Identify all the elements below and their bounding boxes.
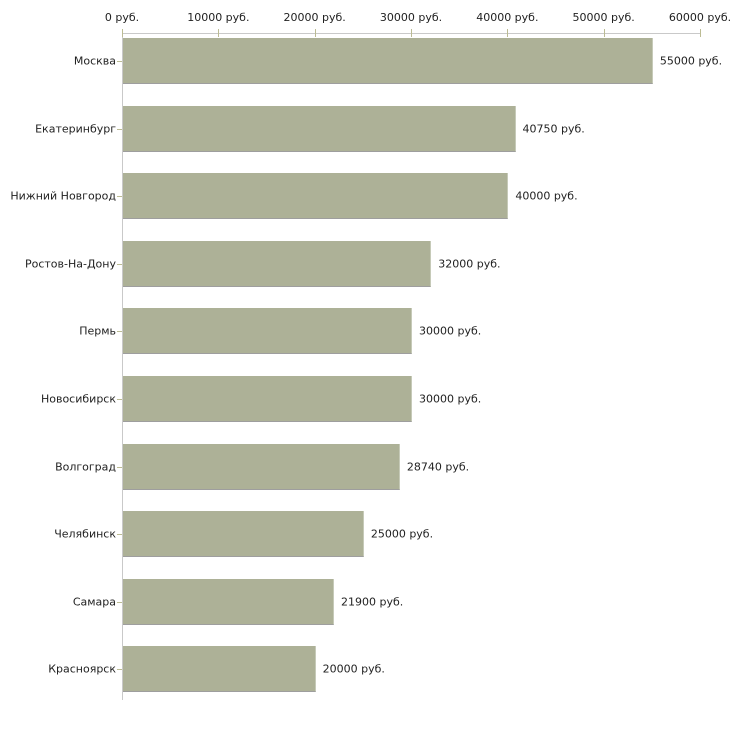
bar <box>123 511 364 558</box>
category-label: Новосибирск <box>40 392 116 406</box>
x-axis-tick-mark <box>122 29 123 37</box>
bar <box>123 105 516 152</box>
value-label: 40000 руб. <box>515 189 578 203</box>
x-axis-tick-label: 50000 руб. <box>572 11 635 24</box>
value-label: 25000 руб. <box>370 527 434 541</box>
y-axis-tick-mark <box>117 399 122 400</box>
x-axis-tick-mark <box>411 29 412 37</box>
y-axis-tick-mark <box>117 534 122 536</box>
x-axis-tick-label: 40000 руб. <box>476 11 539 24</box>
bar <box>123 173 509 220</box>
category-label: Волгоград <box>55 460 116 474</box>
bar <box>123 578 334 625</box>
x-axis-tick-label: 60000 руб. <box>668 11 730 24</box>
category-label: Пермь <box>79 324 116 338</box>
value-label: 21900 руб. <box>340 595 404 609</box>
y-axis-tick-mark <box>117 263 122 265</box>
y-axis-tick-mark <box>117 61 122 62</box>
category-label: Ростов-На-Дону <box>24 257 116 271</box>
category-label: Нижний Новгород <box>10 189 116 203</box>
value-label: 30000 руб. <box>419 392 482 406</box>
bar <box>123 646 316 693</box>
y-axis-tick-mark <box>117 669 122 671</box>
category-label: Москва <box>73 54 116 68</box>
value-label: 40750 руб. <box>522 122 585 136</box>
x-axis-tick-mark <box>314 29 316 37</box>
value-label: 20000 руб. <box>322 662 385 676</box>
bar <box>123 308 412 355</box>
bar <box>123 240 432 287</box>
x-axis-tick-label: 10000 руб. <box>187 11 250 24</box>
bar <box>123 443 400 490</box>
bar <box>123 38 653 84</box>
y-axis-tick-mark <box>117 601 122 603</box>
value-label: 55000 руб. <box>659 54 723 68</box>
category-label: Челябинск <box>54 527 116 541</box>
x-axis-tick-label: 30000 руб. <box>379 11 443 24</box>
value-label: 32000 руб. <box>438 257 501 271</box>
x-axis-tick-mark <box>700 29 701 37</box>
value-label: 30000 руб. <box>419 324 482 338</box>
category-label: Екатеринбург <box>35 122 116 136</box>
x-axis-tick-mark <box>218 29 220 37</box>
category-label: Красноярск <box>48 662 116 676</box>
value-label: 28740 руб. <box>406 460 470 474</box>
x-axis-tick-label: 0 руб. <box>104 11 140 24</box>
y-axis-tick-mark <box>117 196 122 198</box>
x-axis-tick-label: 20000 руб. <box>283 11 346 24</box>
y-axis-tick-mark <box>117 128 122 130</box>
x-axis-tick-mark <box>507 29 509 37</box>
x-axis-tick-mark <box>603 29 605 37</box>
bar <box>123 376 412 422</box>
y-axis-tick-mark <box>117 331 122 333</box>
y-axis-tick-mark <box>117 466 122 468</box>
category-label: Самара <box>72 595 116 609</box>
